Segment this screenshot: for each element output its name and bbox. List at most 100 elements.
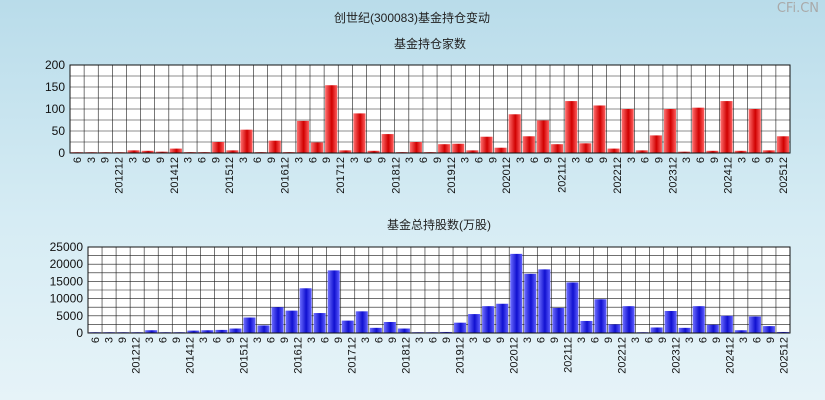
x-tick-label: 6 [750,157,762,163]
bar-1-13 [271,307,284,333]
bar-0-37 [593,105,606,153]
x-tick-label: 201912 [446,157,458,194]
x-tick-label: 3 [360,337,372,343]
bar-1-40 [650,327,663,333]
x-tick-label: 202312 [670,337,682,374]
bar-0-33 [536,120,550,153]
x-tick-label: 3 [183,157,195,163]
x-tick-label: 9 [603,337,615,343]
bar-1-49 [776,331,790,333]
bar-0-30 [494,147,507,153]
bar-1-15 [299,288,312,333]
bar-1-8 [201,330,214,333]
x-tick-label: 3 [460,157,472,163]
x-tick-label: 6 [252,157,264,163]
bar-1-16 [313,313,326,333]
x-tick-label: 202312 [667,157,679,194]
x-tick-label: 201812 [390,157,402,194]
bar-1-30 [510,253,523,333]
bar-1-25 [439,331,453,333]
x-tick-label: 3 [630,337,642,343]
bar-0-18 [325,85,338,153]
x-tick-label: 201712 [346,337,358,374]
plot-frame-0 [69,64,791,154]
plot-frame-1 [87,246,791,334]
x-tick-label: 6 [157,337,169,343]
x-tick-label: 6 [584,157,596,163]
bar-0-50 [776,136,790,153]
x-tick-label: 6 [211,337,223,343]
x-tick-label: 6 [141,157,153,163]
bar-1-42 [678,327,691,333]
x-tick-label: 9 [709,157,721,163]
x-tick-label: 3 [86,157,98,163]
bar-1-34 [566,282,579,333]
bar-0-42 [663,109,677,153]
x-tick-label: 9 [543,157,555,163]
y-tick-label: 25000 [50,240,84,254]
x-tick-label: 202112 [557,157,569,193]
x-tick-label: 3 [103,337,115,343]
bar-1-22 [397,328,410,333]
x-tick-label: 202412 [723,157,735,194]
x-tick-label: 9 [441,337,453,343]
bar-0-28 [466,150,479,153]
x-tick-label: 3 [198,337,210,343]
bar-0-11 [226,150,239,153]
bar-0-27 [452,143,465,153]
x-tick-label: 9 [549,337,561,343]
x-tick-label: 6 [418,157,430,163]
bar-1-48 [762,326,775,333]
bar-1-14 [285,310,298,333]
bar-0-32 [522,136,535,153]
bar-0-26 [438,144,451,153]
x-tick-label: 9 [765,337,777,343]
x-tick-label: 9 [487,157,499,163]
bar-0-14 [268,140,281,153]
x-tick-label: 3 [738,337,750,343]
x-tick-label: 3 [576,337,588,343]
bar-0-19 [339,150,352,153]
bar-1-20 [369,327,382,333]
x-tick-label: 6 [197,157,209,163]
x-tick-label: 3 [293,157,305,163]
bar-0-6 [155,151,168,153]
bar-1-9 [215,329,228,333]
bar-0-16 [296,120,310,153]
x-tick-label: 9 [100,157,112,163]
bar-0-43 [678,151,691,153]
bar-0-29 [480,136,493,153]
bar-0-10 [212,142,225,153]
bar-0-39 [621,109,634,153]
x-tick-label: 9 [657,337,669,343]
watermark: CFi.CN [776,1,819,16]
x-tick-label: 202412 [724,337,736,374]
bar-0-47 [734,150,747,153]
x-tick-label: 9 [764,157,776,163]
bar-0-44 [692,107,705,153]
x-tick-label: 201212 [130,337,142,374]
bar-1-26 [454,322,467,333]
y-tick-label: 50 [52,124,66,138]
bar-0-7 [169,148,182,153]
bar-1-10 [229,328,242,333]
x-tick-label: 3 [737,157,749,163]
bar-1-27 [468,314,481,333]
x-tick-label: 3 [306,337,318,343]
x-tick-label: 9 [210,157,222,163]
bar-1-37 [608,324,621,333]
bar-0-21 [367,150,380,153]
bar-0-5 [141,150,154,153]
y-tick-label: 15000 [50,274,84,288]
bar-1-21 [383,321,396,333]
x-tick-label: 202212 [616,337,628,374]
x-tick-label: 201412 [184,337,196,374]
bar-0-4 [127,150,140,153]
x-tick-label: 202112 [562,337,574,373]
bar-0-36 [579,143,592,153]
chart-title-0: 基金持仓家数 [394,36,466,51]
x-tick-label: 202512 [778,337,790,374]
bar-1-44 [706,324,719,333]
x-tick-label: 3 [144,337,156,343]
